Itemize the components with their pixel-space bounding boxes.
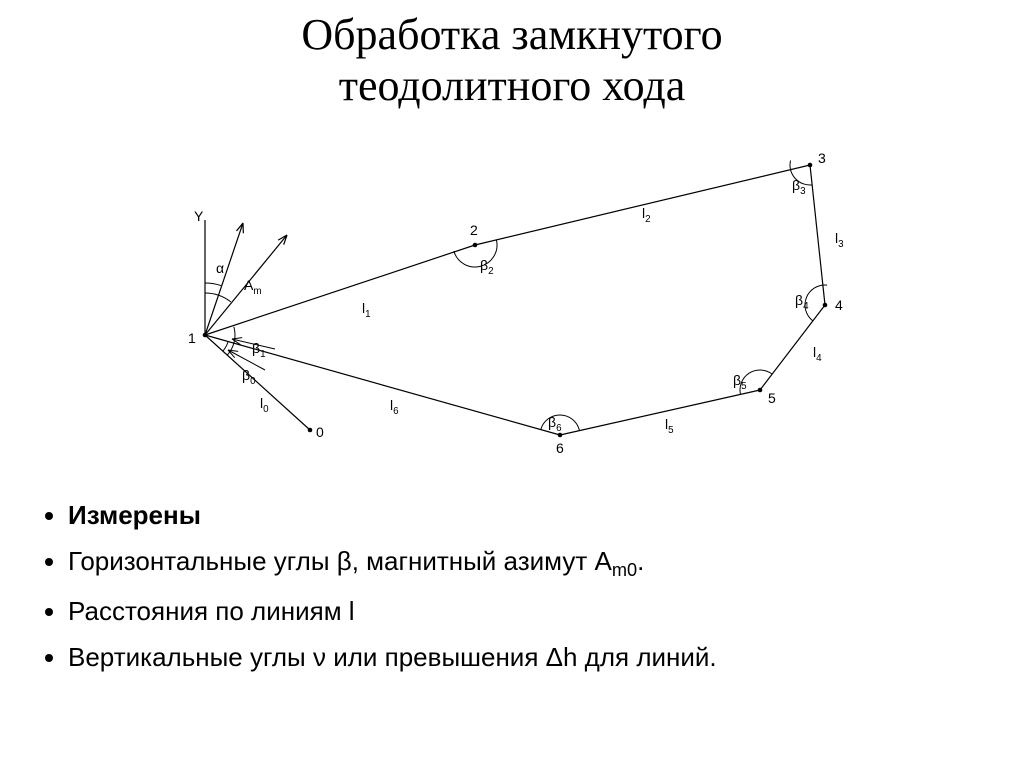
svg-text:l2: l2 <box>642 205 651 225</box>
svg-text:β0: β0 <box>242 367 256 387</box>
slide-title: Обработка замкнутого теодолитного хода <box>0 10 1024 111</box>
svg-text:0: 0 <box>316 424 324 440</box>
bullet-list: Измерены Горизонтальные углы β, магнитны… <box>42 495 984 683</box>
svg-text:β1: β1 <box>252 340 266 360</box>
bullet-horizontal-angles: Горизонтальные углы β, магнитный азимут … <box>68 541 984 590</box>
svg-text:β4: β4 <box>795 292 809 312</box>
svg-text:α: α <box>216 260 224 276</box>
bullet-2-post: . <box>637 546 644 576</box>
svg-text:6: 6 <box>556 440 564 456</box>
bullet-3-text: Расстояния по линиям l <box>68 596 355 626</box>
bullet-2-sub: m0 <box>612 560 637 580</box>
bullet-4-text: Вертикальные углы ν или превышения Δh дл… <box>68 642 717 672</box>
bullet-measured: Измерены <box>68 495 984 541</box>
svg-text:1: 1 <box>188 330 196 346</box>
svg-text:β3: β3 <box>792 177 806 197</box>
svg-text:l6: l6 <box>390 397 399 417</box>
svg-text:l3: l3 <box>835 230 844 250</box>
svg-text:Am: Am <box>244 277 262 297</box>
svg-text:l0: l0 <box>260 395 269 415</box>
title-line-2: теодолитного хода <box>339 61 686 110</box>
bullet-1-text: Измерены <box>68 500 201 530</box>
svg-text:4: 4 <box>835 297 843 313</box>
svg-text:2: 2 <box>470 222 478 238</box>
svg-text:5: 5 <box>768 390 776 406</box>
traverse-diagram: 1234560l1l2l3l4l5l6l0β1β2β3β4β5β6β0YαAm <box>120 135 910 475</box>
slide: Обработка замкнутого теодолитного хода 1… <box>0 0 1024 767</box>
svg-text:l5: l5 <box>665 416 674 436</box>
bullet-vertical-angles: Вертикальные углы ν или превышения Δh дл… <box>68 637 984 683</box>
bullet-2-pre: Горизонтальные углы β, магнитный азимут … <box>68 546 612 576</box>
svg-text:β6: β6 <box>548 414 562 434</box>
svg-text:Y: Y <box>194 208 204 224</box>
title-line-1: Обработка замкнутого <box>301 10 722 59</box>
bullet-distances: Расстояния по линиям l <box>68 591 984 637</box>
svg-text:3: 3 <box>818 150 826 166</box>
svg-text:l1: l1 <box>362 300 371 320</box>
diagram-svg: 1234560l1l2l3l4l5l6l0β1β2β3β4β5β6β0YαAm <box>120 135 910 475</box>
svg-text:l4: l4 <box>813 344 822 364</box>
